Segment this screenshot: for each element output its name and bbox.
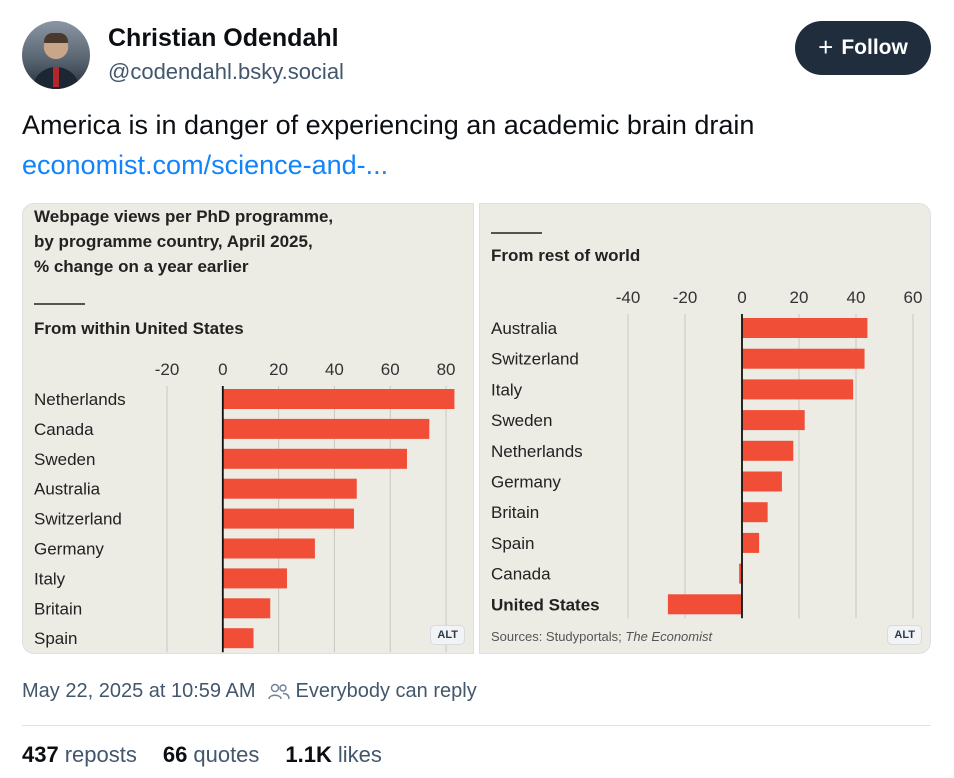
chart-subtitle: From within United States bbox=[34, 319, 244, 338]
category-label: Germany bbox=[34, 540, 104, 559]
bar-britain bbox=[742, 502, 768, 523]
tick-label: 0 bbox=[218, 360, 227, 379]
avatar-tie bbox=[53, 67, 59, 87]
avatar[interactable] bbox=[22, 21, 90, 89]
author-name[interactable]: Christian Odendahl bbox=[108, 24, 339, 52]
category-label: Britain bbox=[491, 503, 539, 522]
people-icon bbox=[267, 683, 290, 699]
tick-label: -20 bbox=[155, 360, 180, 379]
category-label: Canada bbox=[491, 565, 551, 584]
plus-icon: + bbox=[818, 32, 834, 62]
post-image-left[interactable]: Webpage views per PhD programme, by prog… bbox=[22, 203, 474, 654]
bar-australia bbox=[222, 478, 357, 499]
divider bbox=[22, 725, 931, 726]
category-label: Britain bbox=[34, 599, 82, 618]
tick-label: -40 bbox=[616, 288, 641, 307]
quotes-label: quotes bbox=[193, 742, 260, 767]
tick-label: 20 bbox=[790, 288, 809, 307]
category-label: United States bbox=[491, 595, 600, 614]
category-label: Sweden bbox=[34, 450, 95, 469]
source-prefix: Sources: Studyportals; bbox=[491, 629, 625, 644]
bar-italy bbox=[742, 379, 854, 400]
category-label: Spain bbox=[491, 534, 534, 553]
tick-label: 20 bbox=[269, 360, 288, 379]
follow-button[interactable]: + Follow bbox=[795, 21, 931, 75]
category-label: Netherlands bbox=[491, 442, 583, 461]
tick-label: 40 bbox=[325, 360, 344, 379]
category-label: Spain bbox=[34, 629, 77, 648]
chart-rest-of-world: From rest of world Sources: Studyportals… bbox=[491, 232, 923, 644]
category-label: Canada bbox=[34, 420, 94, 439]
bar-sweden bbox=[222, 448, 407, 469]
chart-title-line: Webpage views per PhD programme, bbox=[34, 207, 333, 226]
author-handle[interactable]: @codendahl.bsky.social bbox=[108, 59, 344, 84]
chart-title-line: % change on a year earlier bbox=[34, 257, 249, 276]
bar-australia bbox=[742, 318, 868, 338]
tick-label: 0 bbox=[737, 288, 746, 307]
tick-label: 80 bbox=[437, 360, 456, 379]
quotes-stat[interactable]: 66 quotes bbox=[163, 742, 260, 768]
category-label: Australia bbox=[491, 319, 558, 338]
chart-title-line: by programme country, April 2025, bbox=[34, 232, 313, 251]
tick-label: 60 bbox=[381, 360, 400, 379]
post-stats: 437 reposts 66 quotes 1.1K likes bbox=[22, 742, 382, 768]
source-italic: The Economist bbox=[625, 629, 713, 644]
bar-united-states bbox=[667, 594, 742, 615]
bar-canada bbox=[739, 563, 742, 584]
post-meta: May 22, 2025 at 10:59 AM Everybody can r… bbox=[22, 680, 477, 703]
bar-britain bbox=[222, 598, 271, 619]
chart-within-us: Webpage views per PhD programme, by prog… bbox=[34, 207, 456, 653]
post-timestamp[interactable]: May 22, 2025 at 10:59 AM bbox=[22, 680, 256, 702]
bar-spain bbox=[222, 628, 254, 649]
tick-label: 60 bbox=[904, 288, 923, 307]
bar-sweden bbox=[742, 410, 805, 431]
bar-germany bbox=[222, 538, 315, 559]
post-image-right[interactable]: From rest of world Sources: Studyportals… bbox=[479, 203, 931, 654]
likes-stat[interactable]: 1.1K likes bbox=[285, 742, 382, 768]
category-label: Sweden bbox=[491, 411, 552, 430]
reply-setting: Everybody can reply bbox=[267, 680, 477, 703]
reply-setting-label: Everybody can reply bbox=[295, 680, 477, 702]
category-label: Switzerland bbox=[34, 510, 122, 529]
likes-label: likes bbox=[337, 742, 382, 767]
bar-switzerland bbox=[742, 348, 865, 369]
chart-source: Sources: Studyportals; The Economist bbox=[491, 629, 713, 644]
category-label: Switzerland bbox=[491, 350, 579, 369]
alt-badge[interactable]: ALT bbox=[430, 625, 465, 645]
tick-label: -20 bbox=[673, 288, 698, 307]
bar-canada bbox=[222, 418, 430, 439]
tick-label: 40 bbox=[847, 288, 866, 307]
reposts-stat[interactable]: 437 reposts bbox=[22, 742, 137, 768]
category-label: Italy bbox=[491, 380, 523, 399]
category-label: Germany bbox=[491, 473, 561, 492]
bar-italy bbox=[222, 568, 287, 589]
bar-netherlands bbox=[222, 389, 455, 409]
quotes-count: 66 bbox=[162, 742, 188, 767]
chart-subtitle: From rest of world bbox=[491, 246, 640, 265]
post-link[interactable]: economist.com/science-and-... bbox=[22, 150, 389, 180]
category-label: Australia bbox=[34, 480, 101, 499]
bar-spain bbox=[742, 532, 760, 553]
bar-netherlands bbox=[742, 440, 794, 461]
category-label: Netherlands bbox=[34, 390, 126, 409]
post-text: America is in danger of experiencing an … bbox=[22, 110, 755, 140]
reposts-label: reposts bbox=[64, 742, 137, 767]
avatar-hair bbox=[44, 33, 68, 43]
alt-badge[interactable]: ALT bbox=[887, 625, 922, 645]
category-label: Italy bbox=[34, 569, 66, 588]
likes-count: 1.1K bbox=[285, 742, 332, 767]
bar-germany bbox=[742, 471, 782, 492]
bar-switzerland bbox=[222, 508, 354, 529]
reposts-count: 437 bbox=[22, 742, 59, 767]
follow-button-label: Follow bbox=[841, 36, 908, 59]
